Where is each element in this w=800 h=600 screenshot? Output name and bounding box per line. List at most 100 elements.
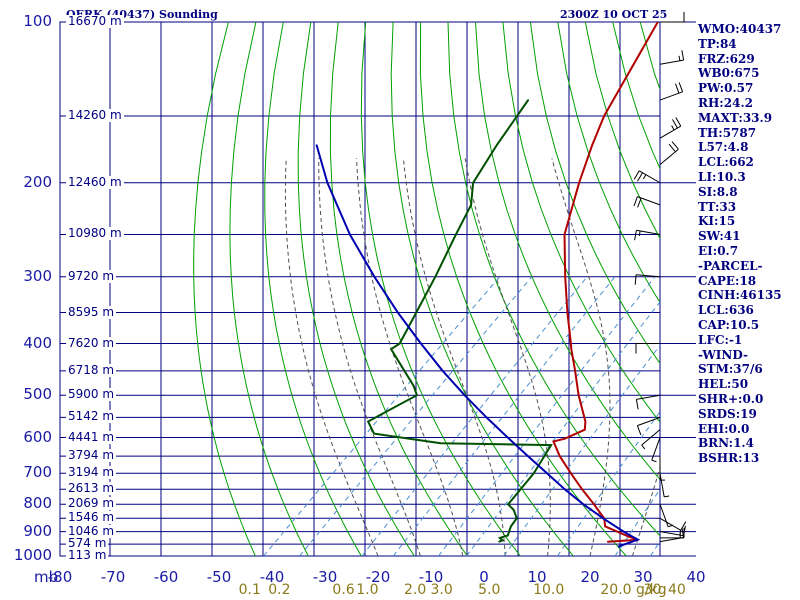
dewpoint-trace-point — [367, 420, 369, 423]
dewpoint-trace-point — [439, 442, 442, 445]
wind-barb-flag — [634, 274, 637, 285]
wind-barb-flag — [664, 495, 670, 498]
wind-barb-flag — [642, 174, 647, 180]
wind-barb — [659, 141, 679, 166]
pressure-tick-label: 900 — [23, 521, 52, 540]
moist-adiabat — [284, 158, 379, 556]
index-item: FRZ:629 — [698, 51, 755, 66]
dewpoint-trace-point — [498, 540, 500, 543]
wind-barb — [659, 527, 685, 543]
wind-barb — [659, 473, 670, 498]
mixing-ratio-tick-label: 0.6 — [332, 582, 355, 598]
temperature-tick-label: -40 — [259, 568, 285, 586]
parcel-trace-point — [441, 370, 444, 372]
temperature-trace-point — [577, 394, 580, 397]
dry-adiabat — [329, 22, 468, 556]
mixing-ratio-line — [263, 276, 500, 556]
index-item: SHR+:0.0 — [698, 391, 764, 406]
height-tick-label: 3194 m — [66, 465, 117, 480]
pressure-unit-label: mb — [34, 568, 59, 586]
temperature-trace-point — [593, 503, 595, 506]
temperature-tick-label: -10 — [418, 568, 444, 586]
temperature-trace-point — [563, 233, 566, 236]
dry-adiabat — [419, 22, 627, 556]
index-item: EI:0.7 — [698, 243, 739, 258]
height-tick-label: 7620 m — [66, 335, 117, 350]
height-tick-label: 2069 m — [66, 496, 117, 511]
index-item: CINH:46135 — [698, 288, 782, 303]
mixing-ratio-line — [438, 276, 656, 556]
height-tick-label: 5142 m — [66, 409, 117, 424]
temperature-trace-point — [584, 420, 587, 423]
dewpoint-trace-point — [472, 182, 474, 184]
pressure-tick-label: 500 — [23, 385, 52, 404]
wind-barb — [659, 527, 685, 539]
mixing-ratio-tick-label: 1.0 — [356, 582, 379, 598]
dewpoint-trace-point — [527, 99, 529, 101]
wind-barb — [660, 12, 685, 23]
height-tick-label: 113 m — [66, 548, 109, 562]
height-tick-label: 1546 m — [66, 510, 117, 525]
height-tick-label: 4441 m — [66, 429, 117, 444]
wind-barb-flag — [633, 170, 640, 180]
wind-barb-staff — [636, 274, 661, 278]
temperature-tick-label: -80 — [47, 568, 73, 586]
height-tick-label: 8595 m — [66, 304, 117, 319]
parcel-trace-point — [326, 182, 329, 184]
index-item: CAPE:18 — [698, 273, 757, 288]
wind-barb — [651, 437, 661, 463]
index-item: TT:33 — [698, 199, 737, 214]
temperature-trace-point — [566, 311, 569, 314]
wind-barb-flag — [681, 50, 685, 61]
temperature-trace-point — [578, 182, 580, 184]
parcel-trace-point — [397, 311, 399, 314]
index-item: WMO:40437 — [698, 22, 782, 36]
lines-layer — [193, 22, 660, 556]
parcel-trace — [315, 144, 641, 548]
temperature-trace-point — [570, 472, 572, 475]
dewpoint-trace-point — [416, 394, 418, 397]
wind-barb-layer — [633, 12, 687, 543]
dry-adiabat — [475, 22, 660, 481]
moist-adiabat — [318, 158, 421, 556]
parcel-trace-point — [602, 517, 604, 520]
index-item: EHI:0.0 — [698, 421, 750, 436]
wind-barb-flag — [675, 117, 682, 127]
wind-barb-flag — [637, 197, 642, 208]
temperature-tick-label: 0 — [479, 568, 489, 586]
index-item: MAXT:33.9 — [698, 110, 773, 125]
wind-barb — [633, 196, 661, 208]
wind-barb-flag — [641, 444, 646, 450]
mixing-ratio-tick-label: 0.1 — [238, 582, 261, 598]
pressure-tick-label: 1000 — [13, 546, 52, 564]
wind-barb-staff — [637, 416, 661, 427]
dewpoint-trace-point — [507, 534, 509, 537]
dewpoint-trace-point — [412, 385, 415, 387]
index-item: PW:0.57 — [698, 81, 754, 96]
wind-barb — [634, 229, 661, 241]
temperature-trace-point — [603, 115, 605, 117]
mixing-ratio-tick-label: 0.2 — [268, 582, 291, 598]
dry-adiabat — [297, 22, 415, 556]
mixing-ratio-line — [392, 276, 616, 556]
dewpoint-trace-point — [501, 539, 504, 542]
wind-barb-flag — [681, 527, 685, 538]
index-item: L57:4.8 — [698, 140, 749, 155]
moist-adiabat — [631, 465, 660, 556]
plot-frame — [59, 21, 661, 557]
temperature-trace-point — [604, 525, 606, 528]
mixing-ratio-tick-label: 30 — [643, 582, 662, 598]
pressure-tick-label: 600 — [23, 427, 52, 446]
pressure-tick-label: 800 — [23, 494, 52, 513]
dewpoint-trace-point — [533, 472, 535, 475]
series-layer — [315, 22, 659, 548]
height-tick-label: 12460 m — [66, 174, 124, 189]
temperature-trace-point — [558, 455, 561, 457]
temperature-trace-point — [570, 348, 573, 351]
wind-barb — [633, 170, 661, 184]
index-item: BSHR:13 — [698, 451, 760, 466]
wind-barb — [641, 429, 661, 450]
temperature-trace-point — [564, 276, 566, 278]
wind-barb-flag — [678, 82, 684, 92]
